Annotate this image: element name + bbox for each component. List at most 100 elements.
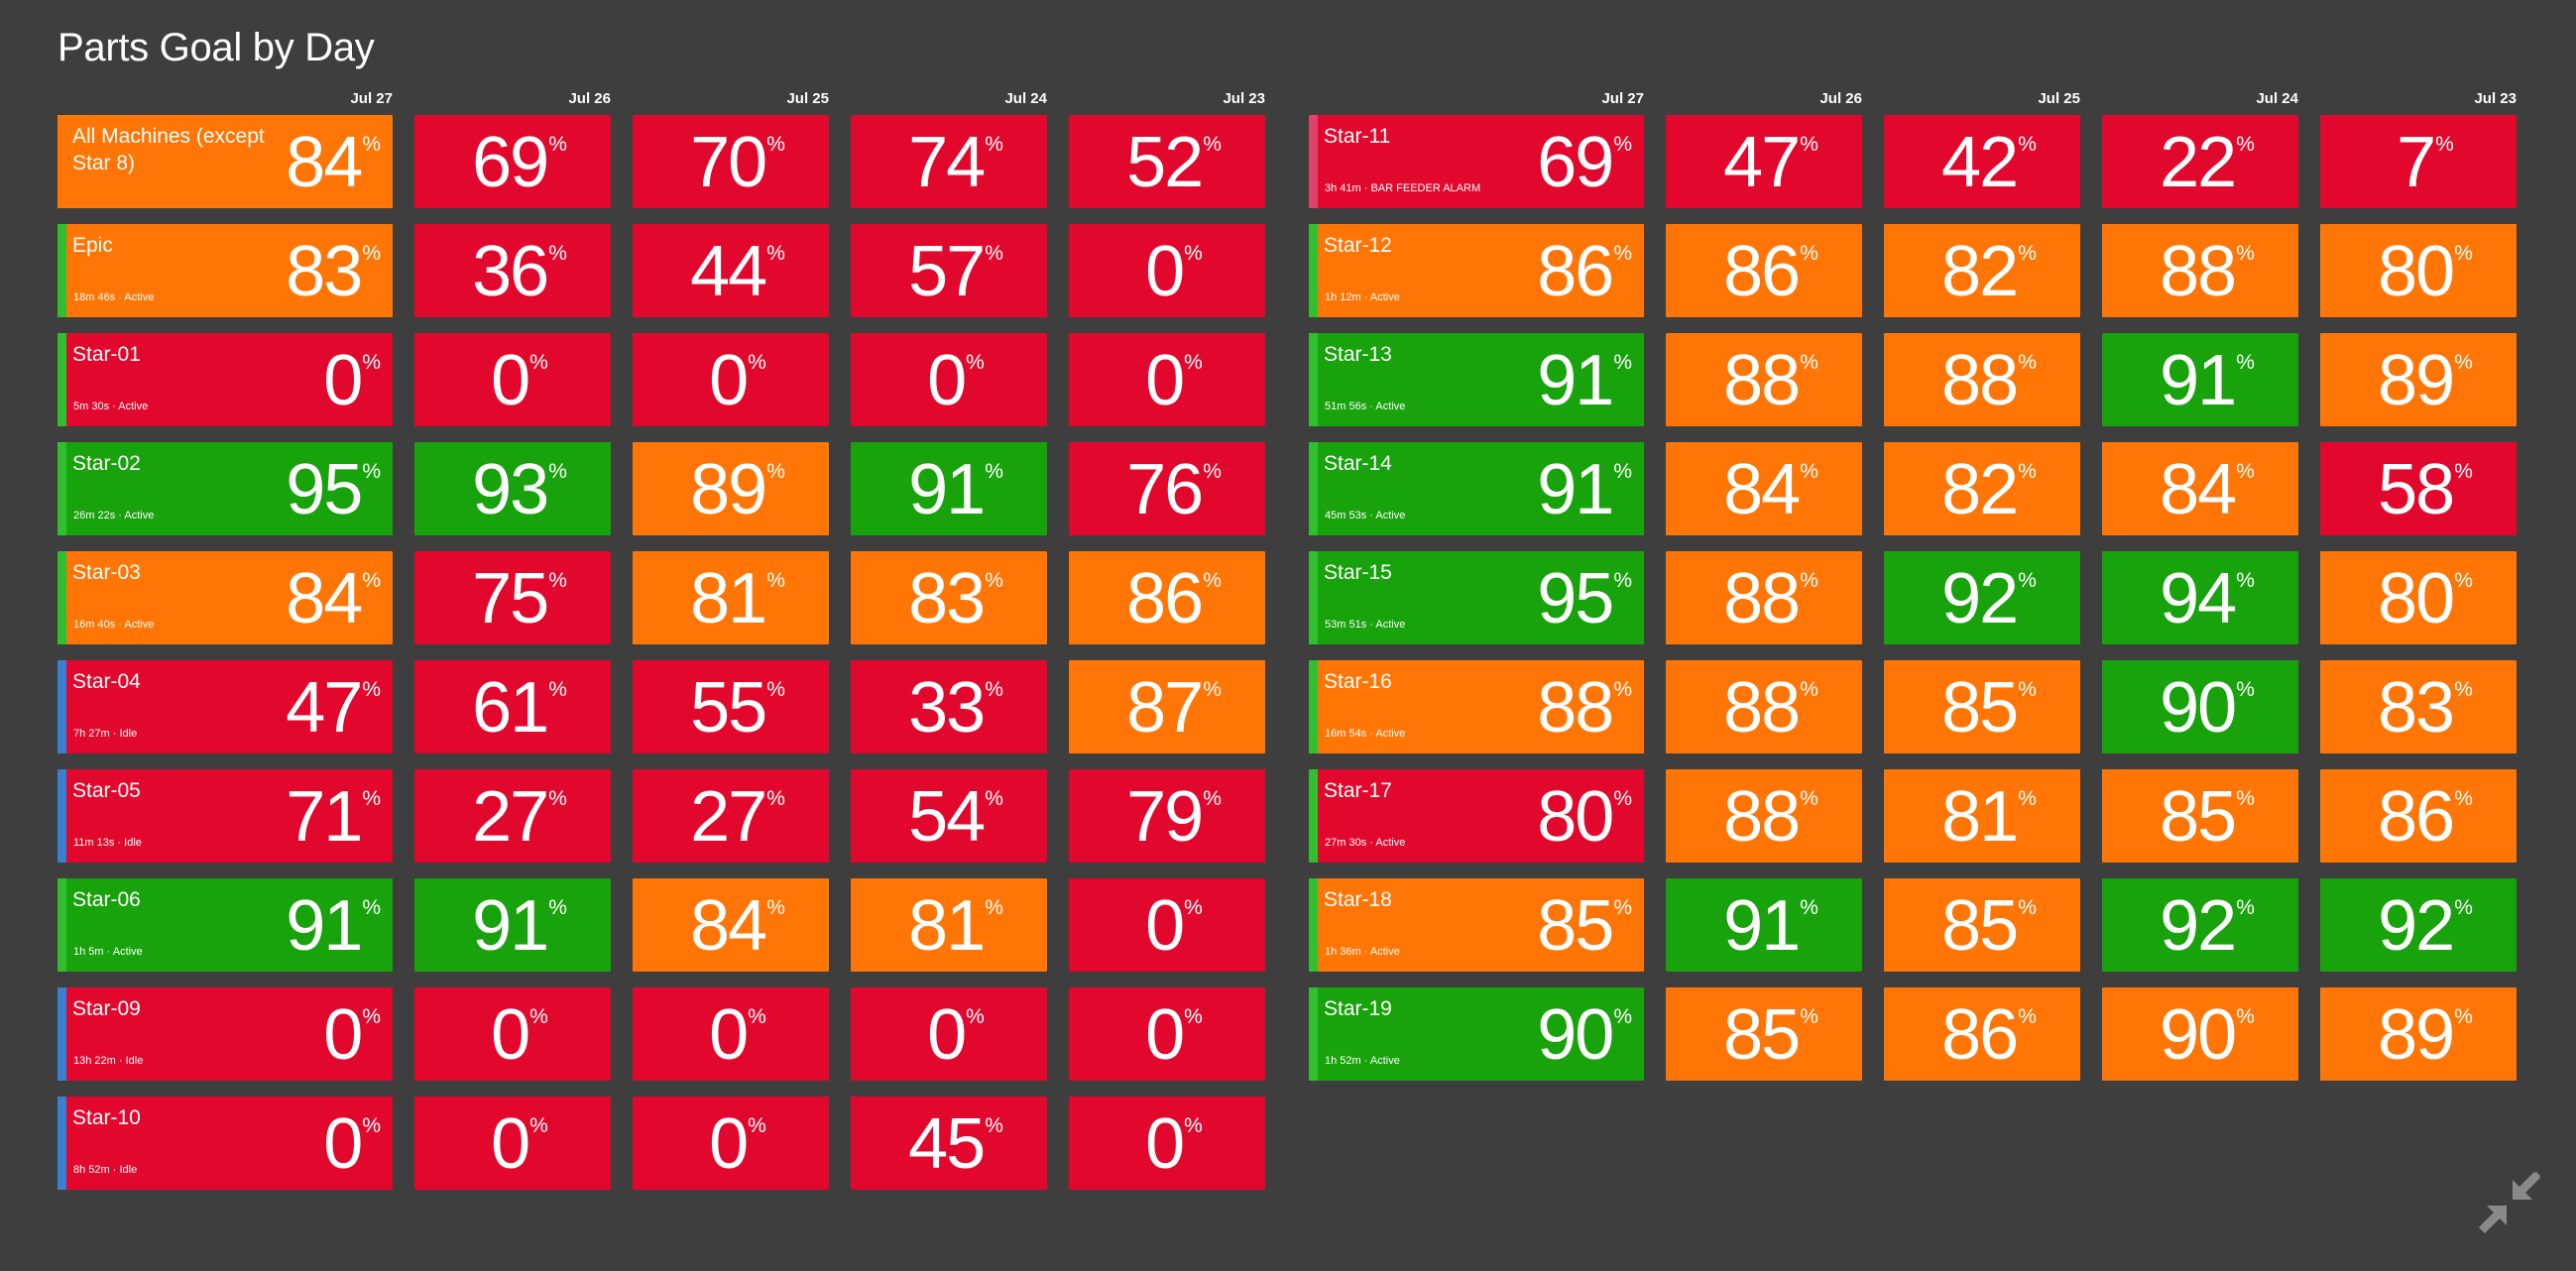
day-goal-tile[interactable]: 88% [1666, 660, 1862, 753]
day-goal-tile[interactable]: 44% [633, 224, 829, 317]
day-goal-tile[interactable]: 91% [2102, 333, 2298, 426]
day-goal-tile[interactable]: 0% [851, 333, 1047, 426]
day-goal-tile[interactable]: 85% [1884, 660, 2080, 753]
machine-tile[interactable]: Star-16 16m 54s · Active 88% [1309, 660, 1644, 753]
machine-tile[interactable]: Star-06 1h 5m · Active 91% [58, 878, 393, 972]
machine-tile[interactable]: Star-15 53m 51s · Active 95% [1309, 551, 1644, 644]
machine-tile[interactable]: Star-18 1h 36m · Active 85% [1309, 878, 1644, 972]
day-goal-tile[interactable]: 89% [2320, 333, 2517, 426]
percent-value: 89% [2320, 345, 2517, 416]
day-goal-tile[interactable]: 0% [414, 987, 611, 1081]
day-goal-tile[interactable]: 0% [851, 987, 1047, 1081]
day-goal-tile[interactable]: 81% [851, 878, 1047, 972]
day-goal-tile[interactable]: 54% [851, 769, 1047, 863]
day-goal-tile[interactable]: 58% [2320, 442, 2517, 535]
day-goal-tile[interactable]: 33% [851, 660, 1047, 753]
day-goal-tile[interactable]: 92% [2102, 878, 2298, 972]
day-goal-tile[interactable]: 45% [851, 1097, 1047, 1190]
day-goal-tile[interactable]: 0% [1069, 878, 1265, 972]
machine-tile[interactable]: Star-01 5m 30s · Active 0% [58, 333, 393, 426]
percent-number: 0 [927, 995, 967, 1075]
day-goal-tile[interactable]: 86% [1666, 224, 1862, 317]
day-goal-tile[interactable]: 74% [851, 115, 1047, 208]
day-goal-tile[interactable]: 36% [414, 224, 611, 317]
day-goal-tile[interactable]: 0% [1069, 1097, 1265, 1190]
day-goal-tile[interactable]: 85% [2102, 769, 2298, 863]
day-goal-tile[interactable]: 52% [1069, 115, 1265, 208]
day-goal-tile[interactable]: 85% [1884, 878, 2080, 972]
day-goal-tile[interactable]: 42% [1884, 115, 2080, 208]
day-goal-tile[interactable]: 89% [633, 442, 829, 535]
machine-name: Star-03 [72, 561, 141, 584]
machine-tile[interactable]: All Machines (except Star 8) 84% [58, 115, 393, 208]
day-goal-tile[interactable]: 27% [414, 769, 611, 863]
day-goal-tile[interactable]: 92% [2320, 878, 2517, 972]
machine-tile[interactable]: Star-13 51m 56s · Active 91% [1309, 333, 1644, 426]
day-goal-tile[interactable]: 83% [851, 551, 1047, 644]
day-goal-tile[interactable]: 0% [1069, 224, 1265, 317]
day-goal-tile[interactable]: 93% [414, 442, 611, 535]
day-goal-tile[interactable]: 0% [1069, 987, 1265, 1081]
day-goal-tile[interactable]: 76% [1069, 442, 1265, 535]
day-goal-tile[interactable]: 0% [1069, 333, 1265, 426]
day-goal-tile[interactable]: 88% [2102, 224, 2298, 317]
day-goal-tile[interactable]: 0% [633, 987, 829, 1081]
day-goal-tile[interactable]: 90% [2102, 987, 2298, 1081]
day-goal-tile[interactable]: 85% [1666, 987, 1862, 1081]
day-goal-tile[interactable]: 90% [2102, 660, 2298, 753]
day-goal-tile[interactable]: 89% [2320, 987, 2517, 1081]
day-goal-tile[interactable]: 81% [633, 551, 829, 644]
day-goal-tile[interactable]: 88% [1884, 333, 2080, 426]
machine-tile[interactable]: Star-04 7h 27m · Idle 47% [58, 660, 393, 753]
compress-arrows-icon[interactable] [2477, 1170, 2542, 1235]
day-goal-tile[interactable]: 61% [414, 660, 611, 753]
machine-status: 53m 51s · Active [1325, 619, 1406, 631]
day-goal-tile[interactable]: 86% [2320, 769, 2517, 863]
day-goal-tile[interactable]: 47% [1666, 115, 1862, 208]
machine-tile[interactable]: Star-10 8h 52m · Idle 0% [58, 1097, 393, 1190]
day-goal-tile[interactable]: 88% [1666, 333, 1862, 426]
day-goal-tile[interactable]: 92% [1884, 551, 2080, 644]
day-goal-tile[interactable]: 57% [851, 224, 1047, 317]
machine-tile[interactable]: Star-14 45m 53s · Active 91% [1309, 442, 1644, 535]
machine-tile[interactable]: Star-05 11m 13s · Idle 71% [58, 769, 393, 863]
day-goal-tile[interactable]: 84% [633, 878, 829, 972]
day-goal-tile[interactable]: 94% [2102, 551, 2298, 644]
machine-tile[interactable]: Star-09 13h 22m · Idle 0% [58, 987, 393, 1081]
machine-tile[interactable]: Star-02 26m 22s · Active 95% [58, 442, 393, 535]
machine-tile[interactable]: Star-03 16m 40s · Active 84% [58, 551, 393, 644]
day-goal-tile[interactable]: 84% [1666, 442, 1862, 535]
day-goal-tile[interactable]: 79% [1069, 769, 1265, 863]
day-goal-tile[interactable]: 88% [1666, 769, 1862, 863]
day-goal-tile[interactable]: 0% [414, 333, 611, 426]
day-goal-tile[interactable]: 80% [2320, 224, 2517, 317]
day-goal-tile[interactable]: 91% [414, 878, 611, 972]
machine-tile[interactable]: Star-11 3h 41m · BAR FEEDER ALARM 69% [1309, 115, 1644, 208]
day-goal-tile[interactable]: 84% [2102, 442, 2298, 535]
day-goal-tile[interactable]: 27% [633, 769, 829, 863]
day-goal-tile[interactable]: 75% [414, 551, 611, 644]
day-goal-tile[interactable]: 69% [414, 115, 611, 208]
day-goal-tile[interactable]: 86% [1884, 987, 2080, 1081]
day-goal-tile[interactable]: 0% [633, 1097, 829, 1190]
day-goal-tile[interactable]: 87% [1069, 660, 1265, 753]
machine-tile[interactable]: Epic 18m 46s · Active 83% [58, 224, 393, 317]
day-goal-tile[interactable]: 88% [1666, 551, 1862, 644]
day-goal-tile[interactable]: 82% [1884, 224, 2080, 317]
day-goal-tile[interactable]: 0% [633, 333, 829, 426]
day-goal-tile[interactable]: 80% [2320, 551, 2517, 644]
day-goal-tile[interactable]: 82% [1884, 442, 2080, 535]
day-goal-tile[interactable]: 55% [633, 660, 829, 753]
day-goal-tile[interactable]: 81% [1884, 769, 2080, 863]
day-goal-tile[interactable]: 70% [633, 115, 829, 208]
day-goal-tile[interactable]: 0% [414, 1097, 611, 1190]
day-goal-tile[interactable]: 83% [2320, 660, 2517, 753]
machine-tile[interactable]: Star-12 1h 12m · Active 86% [1309, 224, 1644, 317]
day-goal-tile[interactable]: 22% [2102, 115, 2298, 208]
day-goal-tile[interactable]: 91% [1666, 878, 1862, 972]
day-goal-tile[interactable]: 7% [2320, 115, 2517, 208]
day-goal-tile[interactable]: 91% [851, 442, 1047, 535]
machine-tile[interactable]: Star-17 27m 30s · Active 80% [1309, 769, 1644, 863]
machine-tile[interactable]: Star-19 1h 52m · Active 90% [1309, 987, 1644, 1081]
day-goal-tile[interactable]: 86% [1069, 551, 1265, 644]
